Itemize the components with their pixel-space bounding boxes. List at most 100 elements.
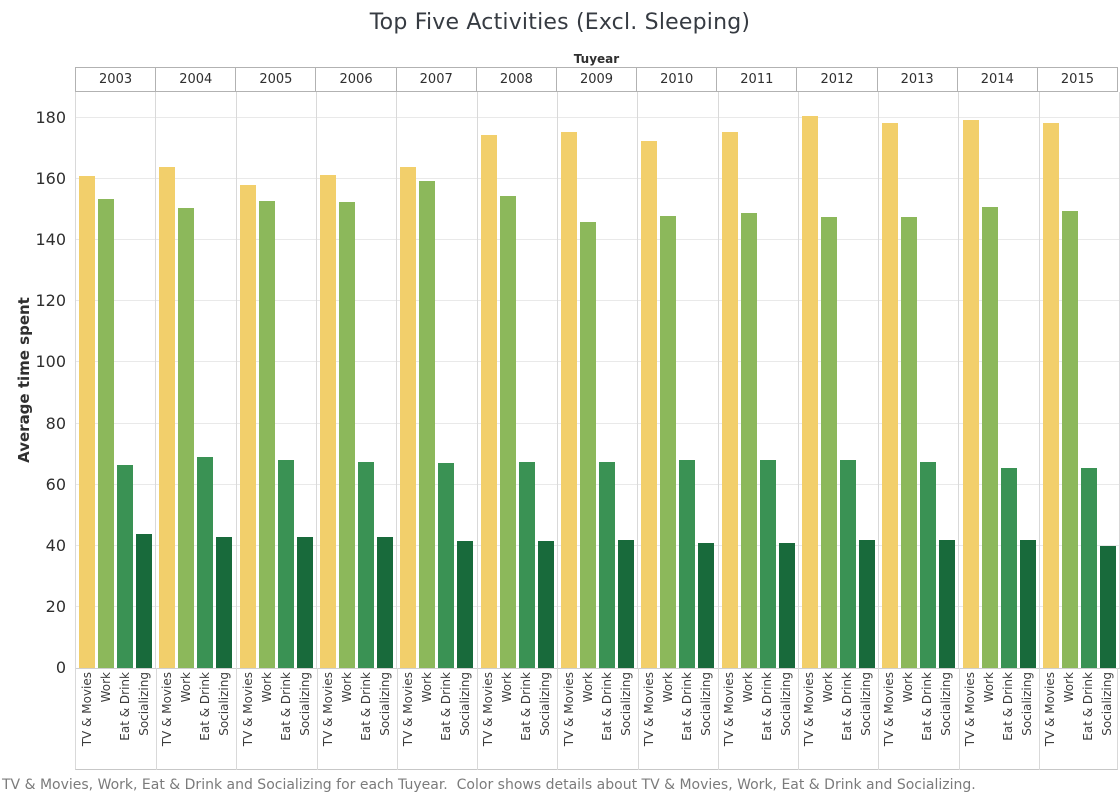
- x-label-2008-socializing: Socializing: [538, 672, 553, 736]
- column-divider: [798, 668, 800, 770]
- x-label-2006-tv-movies: TV & Movies: [320, 672, 335, 747]
- bar-2015-eat-drink[interactable]: [1080, 467, 1097, 668]
- column-2009: [556, 92, 637, 668]
- x-label-2007-eat-drink: Eat & Drink: [439, 672, 454, 741]
- bar-2006-eat-drink[interactable]: [358, 461, 375, 668]
- bar-2009-work[interactable]: [580, 221, 597, 668]
- x-label-2003-tv-movies: TV & Movies: [80, 672, 95, 747]
- bar-2006-tv-movies[interactable]: [320, 174, 337, 668]
- bar-2005-eat-drink[interactable]: [277, 460, 294, 668]
- column-2013: [878, 92, 958, 668]
- bar-2011-socializing[interactable]: [778, 542, 795, 668]
- bar-2012-eat-drink[interactable]: [839, 460, 856, 668]
- bar-2011-work[interactable]: [740, 212, 757, 668]
- x-label-2011-work: Work: [740, 672, 755, 703]
- x-label-2006-socializing: Socializing: [377, 672, 392, 736]
- x-label-2004-eat-drink: Eat & Drink: [198, 672, 213, 741]
- x-label-2015-work: Work: [1061, 672, 1076, 703]
- bar-2012-tv-movies[interactable]: [801, 116, 818, 668]
- bar-2008-tv-movies[interactable]: [480, 134, 497, 668]
- column-divider: [958, 668, 960, 770]
- bar-2004-socializing[interactable]: [216, 536, 233, 668]
- x-label-2006-eat-drink: Eat & Drink: [358, 672, 373, 741]
- bar-2006-work[interactable]: [339, 202, 356, 668]
- bar-2009-eat-drink[interactable]: [599, 461, 616, 668]
- x-label-2005-tv-movies: TV & Movies: [240, 672, 255, 747]
- x-axis-label-area: TV & Movies Work Eat & Drink Socializing TV …: [75, 668, 1118, 770]
- column-2014: [958, 92, 1038, 668]
- x-label-2005-work: Work: [259, 672, 274, 703]
- x-label-2009-eat-drink: Eat & Drink: [599, 672, 614, 741]
- bar-2007-eat-drink[interactable]: [438, 463, 455, 668]
- bar-2009-tv-movies[interactable]: [561, 131, 578, 668]
- bar-2007-work[interactable]: [419, 180, 436, 668]
- bar-2003-socializing[interactable]: [136, 533, 153, 668]
- bar-2005-tv-movies[interactable]: [239, 185, 256, 668]
- bar-2013-socializing[interactable]: [939, 539, 956, 668]
- x-label-2014-socializing: Socializing: [1019, 672, 1034, 736]
- bar-2004-eat-drink[interactable]: [197, 457, 214, 668]
- year-header-2015: 2015: [1036, 68, 1117, 91]
- bar-2005-work[interactable]: [258, 200, 275, 668]
- bar-2012-work[interactable]: [820, 217, 837, 668]
- x-label-2011-tv-movies: TV & Movies: [721, 672, 736, 747]
- bar-2010-tv-movies[interactable]: [641, 140, 658, 668]
- bar-2005-socializing[interactable]: [296, 536, 313, 668]
- gridline-160: [76, 178, 1119, 180]
- bar-2014-work[interactable]: [981, 206, 998, 668]
- x-label-2014-tv-movies: TV & Movies: [962, 672, 977, 747]
- year-header-row: 2003 2004 2005 2006 2007 2008 2009 2010 2011 2012…: [75, 67, 1118, 92]
- y-tick-140: 140: [35, 230, 66, 250]
- bar-2003-tv-movies[interactable]: [79, 176, 96, 668]
- bar-2014-eat-drink[interactable]: [1000, 467, 1017, 668]
- gridline-60: [76, 483, 1119, 485]
- bar-2015-work[interactable]: [1061, 211, 1078, 668]
- column-divider: [878, 668, 880, 770]
- bar-2011-tv-movies[interactable]: [721, 131, 738, 668]
- y-axis: Average time spent 0 20 40 60 80 100 120 140 160…: [0, 0, 75, 800]
- bar-2013-eat-drink[interactable]: [920, 461, 937, 668]
- x-label-2013-eat-drink: Eat & Drink: [920, 672, 935, 741]
- bar-2003-eat-drink[interactable]: [117, 464, 134, 668]
- column-divider: [236, 668, 238, 770]
- bar-2010-eat-drink[interactable]: [679, 460, 696, 668]
- column-2015: [1038, 92, 1119, 668]
- x-label-2015-socializing: Socializing: [1099, 672, 1114, 736]
- x-label-2012-tv-movies: TV & Movies: [802, 672, 817, 747]
- bar-2007-tv-movies[interactable]: [400, 166, 417, 668]
- bar-2013-tv-movies[interactable]: [882, 122, 899, 668]
- bar-2010-work[interactable]: [660, 215, 677, 668]
- bar-2008-work[interactable]: [499, 195, 516, 668]
- bar-2012-socializing[interactable]: [858, 539, 875, 668]
- bar-2014-tv-movies[interactable]: [962, 119, 979, 668]
- bar-2008-eat-drink[interactable]: [518, 461, 535, 668]
- bar-2004-tv-movies[interactable]: [159, 166, 176, 668]
- y-tick-100: 100: [35, 352, 66, 372]
- x-label-2008-tv-movies: TV & Movies: [481, 672, 496, 747]
- bar-2015-socializing[interactable]: [1099, 545, 1116, 668]
- bar-2013-work[interactable]: [901, 217, 918, 668]
- x-label-2003-eat-drink: Eat & Drink: [118, 672, 133, 741]
- column-2008: [476, 92, 557, 668]
- column-2004: [155, 92, 235, 668]
- x-label-2012-socializing: Socializing: [859, 672, 874, 736]
- column-2011: [717, 92, 798, 668]
- bar-2014-socializing[interactable]: [1019, 539, 1036, 668]
- x-label-2013-work: Work: [901, 672, 916, 703]
- column-divider: [316, 668, 318, 770]
- x-label-2007-work: Work: [420, 672, 435, 703]
- bar-2003-work[interactable]: [98, 198, 115, 668]
- bar-2011-eat-drink[interactable]: [759, 460, 776, 668]
- x-label-2007-socializing: Socializing: [458, 672, 473, 736]
- gridline-180: [76, 117, 1119, 118]
- bar-2008-socializing[interactable]: [537, 541, 554, 668]
- x-label-2006-work: Work: [339, 672, 354, 703]
- bar-2004-work[interactable]: [178, 208, 195, 668]
- bar-2009-socializing[interactable]: [618, 539, 635, 668]
- bar-2015-tv-movies[interactable]: [1042, 122, 1059, 668]
- bar-2006-socializing[interactable]: [377, 536, 394, 668]
- year-header-2007: 2007: [395, 68, 476, 91]
- bar-2010-socializing[interactable]: [698, 542, 715, 668]
- bar-2007-socializing[interactable]: [457, 541, 474, 668]
- bar-columns: [76, 92, 1119, 668]
